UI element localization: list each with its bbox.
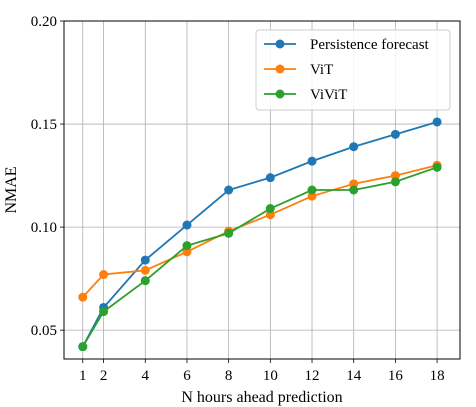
- series-layer: [78, 117, 442, 352]
- legend: Persistence forecast ViT ViViT: [255, 29, 451, 111]
- data-point: [265, 204, 275, 214]
- legend-marker: [275, 39, 285, 49]
- data-point: [182, 220, 192, 230]
- y-tick-label: 0.10: [31, 220, 57, 236]
- data-point: [182, 247, 192, 257]
- x-tick-label: 6: [183, 368, 191, 384]
- data-point: [140, 276, 150, 286]
- data-point: [307, 191, 317, 201]
- y-axis: 0.05 0.10 0.15 0.20: [31, 14, 64, 339]
- data-point: [390, 177, 400, 187]
- x-axis: 1 2 4 6 8 10 12 14 16 18: [79, 359, 445, 384]
- data-point: [307, 185, 317, 195]
- x-tick-label: 4: [142, 368, 150, 384]
- data-point: [224, 185, 234, 195]
- y-axis-title: NMAE: [3, 166, 20, 213]
- legend-item: ViViT: [264, 87, 347, 103]
- data-point: [390, 171, 400, 181]
- series-0: [78, 117, 442, 352]
- series-line: [81, 166, 438, 348]
- x-tick-label: 14: [346, 368, 362, 384]
- plot-frame: [63, 20, 461, 360]
- data-point: [307, 156, 317, 166]
- data-point: [432, 162, 442, 172]
- y-tick-label: 0.20: [31, 14, 57, 30]
- data-point: [432, 117, 442, 127]
- y-tick-label: 0.15: [31, 117, 57, 133]
- series-line: [82, 164, 438, 298]
- series-2: [78, 162, 442, 352]
- legend-marker: [275, 89, 285, 99]
- series-1: [78, 160, 442, 302]
- data-point: [349, 142, 359, 152]
- data-point: [349, 185, 359, 195]
- legend-box: [255, 29, 451, 111]
- data-point: [265, 210, 275, 220]
- legend-marker: [275, 64, 285, 74]
- x-axis-title: N hours ahead prediction: [181, 389, 342, 406]
- data-point: [265, 173, 275, 183]
- x-tick-label: 1: [79, 368, 87, 384]
- data-point: [349, 179, 359, 189]
- data-point: [140, 255, 150, 265]
- data-point: [182, 241, 192, 251]
- data-point: [390, 129, 400, 139]
- legend-label: Persistence forecast: [310, 37, 430, 53]
- legend-label: ViT: [310, 62, 333, 78]
- series-line: [81, 121, 438, 348]
- legend-item: Persistence forecast: [264, 37, 430, 53]
- data-point: [224, 228, 234, 238]
- legend-label: ViViT: [310, 87, 347, 103]
- x-tick-label: 18: [430, 368, 445, 384]
- x-tick-label: 16: [388, 368, 404, 384]
- data-point: [140, 265, 150, 275]
- data-point: [99, 307, 109, 317]
- x-tick-label: 12: [305, 368, 320, 384]
- data-point: [78, 342, 88, 352]
- x-tick-label: 10: [263, 368, 278, 384]
- x-tick-label: 2: [100, 368, 108, 384]
- data-point: [78, 292, 88, 302]
- x-tick-label: 8: [225, 368, 233, 384]
- data-point: [99, 270, 109, 279]
- legend-item: ViT: [264, 62, 333, 78]
- y-tick-label: 0.05: [31, 323, 57, 339]
